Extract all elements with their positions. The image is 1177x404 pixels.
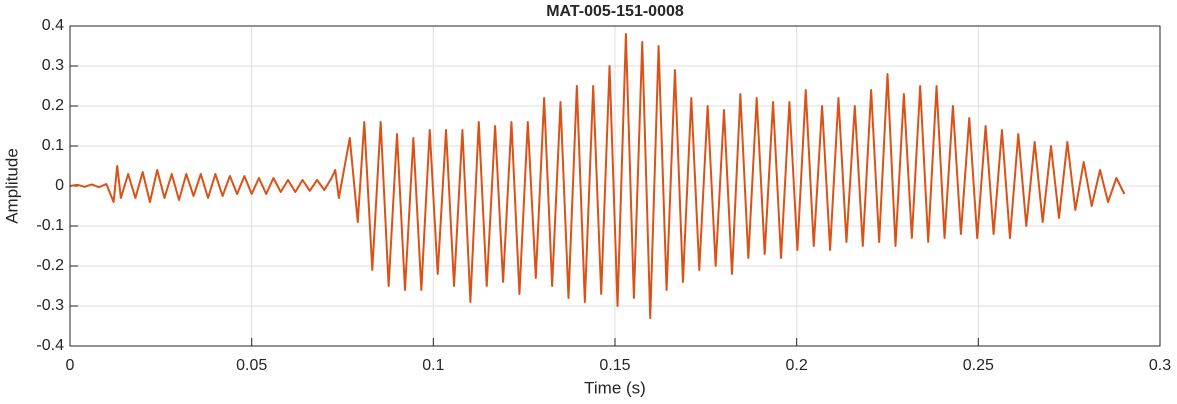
x-tick-label: 0.25: [963, 357, 994, 374]
x-tick-label: 0.3: [1149, 357, 1171, 374]
waveform-line: [69, 33, 1126, 319]
x-axis-label: Time (s): [584, 378, 646, 397]
y-tick-label: -0.3: [36, 297, 64, 314]
x-tick-label: 0.15: [599, 357, 630, 374]
y-tick-label: -0.2: [36, 257, 64, 274]
y-tick-label: 0.4: [42, 17, 64, 34]
y-tick-label: 0.3: [42, 57, 64, 74]
x-tick-label: 0.05: [236, 357, 267, 374]
plot-frame: [69, 25, 1161, 347]
y-axis-label: Amplitude: [2, 148, 21, 224]
x-tick-label: 0.2: [786, 357, 808, 374]
y-tick-label: -0.1: [36, 217, 64, 234]
chart-title: MAT-005-151-0008: [546, 3, 684, 20]
y-tick-label: 0.1: [42, 137, 64, 154]
y-tick-label: 0: [55, 177, 64, 194]
y-tick-label: 0.2: [42, 97, 64, 114]
y-tick-label: -0.4: [36, 337, 64, 354]
x-tick-label: 0.1: [422, 357, 444, 374]
x-tick-label: 0: [66, 357, 75, 374]
